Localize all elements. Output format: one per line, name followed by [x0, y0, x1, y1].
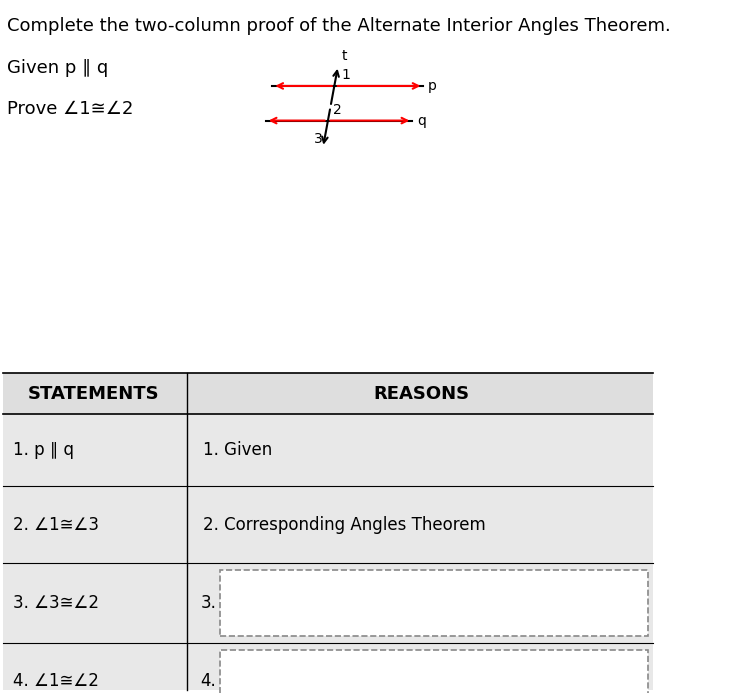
- Bar: [220, 570, 648, 636]
- Text: 2. ∠1≅∠3: 2. ∠1≅∠3: [13, 516, 99, 534]
- Bar: [3, 373, 653, 414]
- Text: Complete the two-column proof of the Alternate Interior Angles Theorem.: Complete the two-column proof of the Alt…: [7, 17, 670, 35]
- Text: Prove ∠1≅∠2: Prove ∠1≅∠2: [7, 100, 133, 119]
- Text: 2. Corresponding Angles Theorem: 2. Corresponding Angles Theorem: [203, 516, 486, 534]
- Text: t: t: [341, 49, 347, 63]
- Text: 3: 3: [314, 132, 322, 146]
- Text: Given p ∥ q: Given p ∥ q: [7, 59, 108, 77]
- Text: q: q: [417, 114, 426, 128]
- Text: 1: 1: [341, 68, 350, 82]
- Text: 1. p ∥ q: 1. p ∥ q: [13, 441, 74, 459]
- Text: 3.: 3.: [200, 595, 216, 612]
- Text: REASONS: REASONS: [374, 385, 470, 403]
- Text: 3. ∠3≅∠2: 3. ∠3≅∠2: [13, 595, 99, 612]
- Text: 4.: 4.: [200, 672, 216, 690]
- Bar: [3, 373, 653, 690]
- Text: STATEMENTS: STATEMENTS: [28, 385, 159, 403]
- Text: 1. Given: 1. Given: [203, 441, 273, 459]
- Bar: [220, 650, 648, 693]
- Text: 4. ∠1≅∠2: 4. ∠1≅∠2: [13, 672, 99, 690]
- Text: p: p: [428, 79, 437, 93]
- Text: 2: 2: [332, 103, 341, 117]
